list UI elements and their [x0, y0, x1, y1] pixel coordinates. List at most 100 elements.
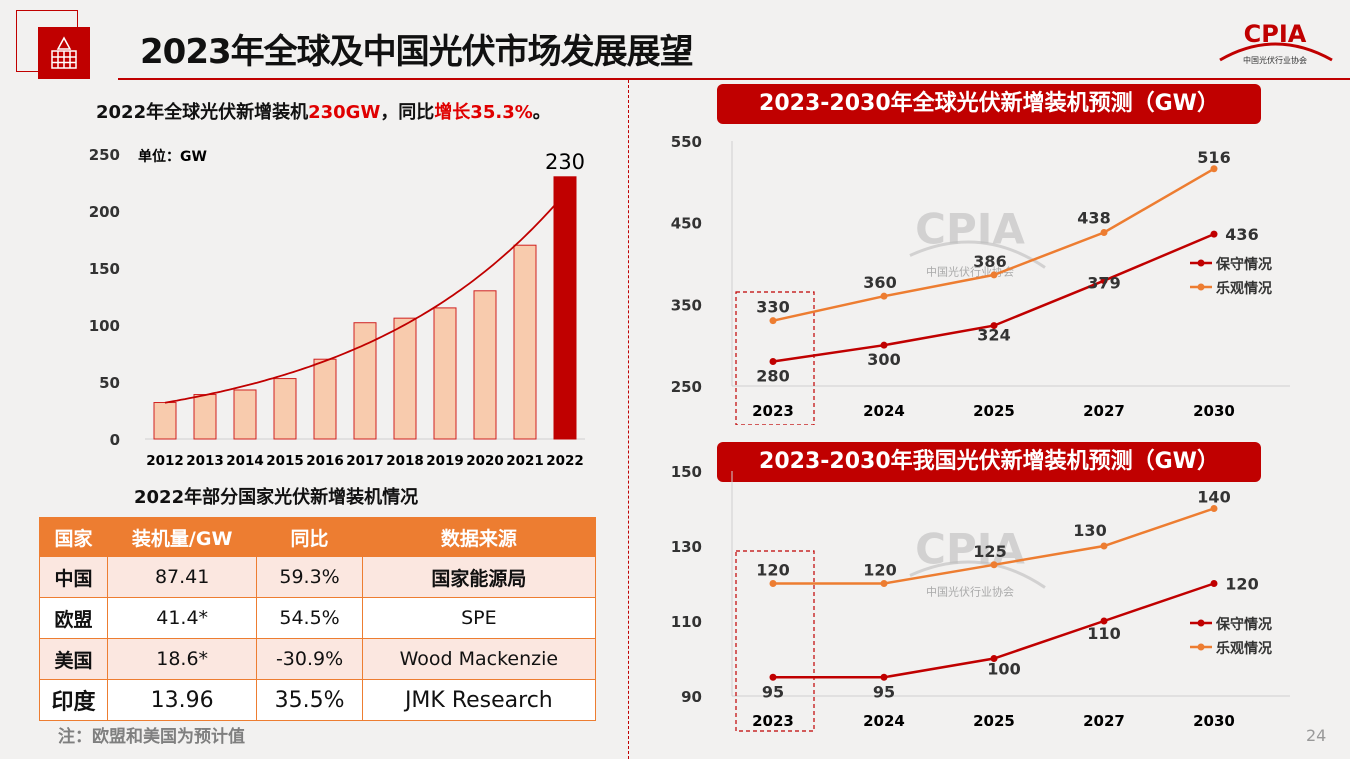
y-tick-label: 150 [89, 260, 120, 278]
data-point [990, 322, 998, 330]
data-point [880, 673, 888, 681]
table-title: 2022年部分国家光伏新增装机情况 [134, 487, 419, 508]
x-tick-label: 2023 [752, 712, 794, 730]
data-point [1100, 617, 1108, 625]
data-label: 330 [756, 298, 789, 317]
data-point [1100, 228, 1108, 236]
data-label: 379 [1087, 274, 1120, 293]
data-point [769, 358, 777, 365]
data-point [1210, 165, 1218, 173]
cell-country: 美国 [39, 638, 108, 680]
table-row: 美国 18.6* -30.9% Wood Mackenzie [39, 638, 597, 680]
y-tick-label: 200 [89, 203, 120, 221]
data-label: 130 [1073, 521, 1106, 540]
data-label: 360 [863, 273, 896, 292]
y-tick-label: 50 [99, 374, 120, 392]
bar [393, 317, 417, 440]
data-label: 110 [1087, 624, 1120, 643]
data-point [990, 561, 998, 569]
data-label: 120 [1225, 575, 1258, 594]
data-point [769, 580, 777, 587]
data-point [880, 341, 888, 349]
cell-yoy: -30.9% [256, 638, 363, 680]
data-label: 438 [1077, 208, 1110, 227]
x-tick-label: 2020 [466, 453, 504, 469]
svg-text:中国光伏行业协会: 中国光伏行业协会 [1243, 55, 1307, 65]
cell-yoy: 54.5% [256, 597, 363, 639]
cell-country: 欧盟 [39, 597, 108, 639]
table-header: 装机量/GW [106, 517, 258, 557]
y-tick-label: 150 [671, 463, 702, 481]
data-label: 100 [987, 660, 1020, 679]
data-label: 120 [863, 561, 896, 580]
x-tick-label: 2027 [1083, 712, 1125, 730]
solar-panel-icon [38, 27, 90, 79]
y-tick-label: 100 [89, 317, 120, 335]
data-label: 95 [873, 682, 895, 701]
x-tick-label: 2022 [546, 453, 584, 469]
legend-marker [1197, 619, 1205, 627]
cell-capacity: 41.4* [106, 597, 258, 639]
cell-source: JMK Research [361, 679, 597, 721]
watermark-arc [909, 560, 1046, 589]
x-tick-label: 2025 [973, 712, 1015, 730]
watermark-text: 中国光伏行业协会 [926, 585, 1014, 599]
x-tick-label: 2017 [346, 453, 384, 469]
y-tick-label: 130 [671, 538, 702, 556]
cell-country: 中国 [39, 556, 108, 598]
y-tick-label: 0 [110, 431, 120, 449]
china-forecast-title: 2023-2030年我国光伏新增装机预测（GW） [717, 442, 1261, 482]
x-tick-label: 2019 [426, 453, 464, 469]
data-label: 125 [973, 542, 1006, 561]
data-point [1210, 230, 1218, 238]
summary-text: 2022年全球光伏新增装机 [96, 102, 309, 123]
bar [153, 402, 177, 440]
global-summary: 2022年全球光伏新增装机230GW，同比增长35.3%。 [96, 98, 551, 124]
cell-yoy: 59.3% [256, 556, 363, 598]
table-row: 欧盟 41.4* 54.5% SPE [39, 597, 597, 639]
data-point [880, 292, 888, 300]
x-tick-label: 2024 [863, 712, 905, 730]
data-label: 386 [973, 252, 1006, 271]
y-tick-label: 450 [671, 215, 702, 233]
legend-label: 保守情况 [1215, 256, 1272, 273]
data-point [769, 673, 777, 681]
y-tick-label: 550 [671, 133, 702, 151]
cell-capacity: 13.96 [106, 679, 258, 721]
y-tick-label: 250 [89, 146, 120, 164]
x-tick-label: 2015 [266, 453, 304, 469]
data-label: 300 [867, 350, 900, 369]
y-tick-label: 250 [671, 378, 702, 396]
highlight-box [735, 550, 815, 732]
data-point [880, 580, 888, 587]
legend-marker [1197, 283, 1205, 291]
table-header: 数据来源 [361, 517, 597, 557]
cell-capacity: 87.41 [106, 556, 258, 598]
section-divider [628, 80, 629, 759]
data-label: 436 [1225, 225, 1258, 244]
summary-capacity: 230GW [308, 102, 381, 123]
x-tick-label: 2014 [226, 453, 264, 469]
x-tick-label: 2025 [973, 402, 1015, 420]
data-point [990, 655, 998, 662]
data-label: 230 [545, 150, 585, 174]
x-tick-label: 2021 [506, 453, 544, 469]
bar [553, 176, 577, 440]
bar [353, 322, 377, 440]
legend-marker [1197, 643, 1205, 651]
cell-source: 国家能源局 [361, 556, 597, 598]
data-point [990, 271, 998, 279]
x-tick-label: 2030 [1193, 402, 1235, 420]
cell-source: Wood Mackenzie [361, 638, 597, 680]
legend-label: 乐观情况 [1216, 640, 1272, 657]
data-label: 516 [1197, 148, 1230, 167]
highlight-box [735, 291, 815, 425]
global-forecast-title: 2023-2030年全球光伏新增装机预测（GW） [717, 84, 1261, 124]
table-row: 印度 13.96 35.5% JMK Research [39, 679, 597, 721]
table-header: 国家 [39, 517, 108, 557]
table-row: 中国 87.41 59.3% 国家能源局 [39, 556, 597, 598]
x-tick-label: 2024 [863, 402, 905, 420]
data-label: 280 [756, 367, 789, 386]
